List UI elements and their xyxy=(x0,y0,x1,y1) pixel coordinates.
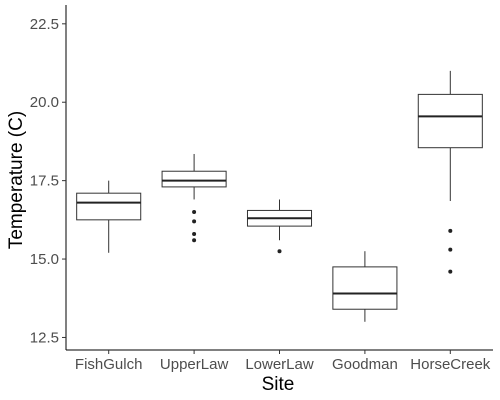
box-lowerlaw xyxy=(246,199,313,254)
x-axis-title: Site xyxy=(262,374,295,395)
x-tick-label: LowerLaw xyxy=(245,356,314,373)
box-horsecreek xyxy=(417,70,483,274)
outlier-point xyxy=(192,210,197,214)
box-goodman xyxy=(332,251,398,322)
x-tick-label: FishGulch xyxy=(75,356,143,373)
outlier-point xyxy=(192,231,197,236)
y-tick-label: 20.0 xyxy=(30,94,59,111)
outlier-point xyxy=(448,228,453,233)
box-fishgulch xyxy=(76,180,142,253)
box-iqr xyxy=(417,93,483,149)
x-tick-label: UpperLaw xyxy=(160,356,229,373)
y-tick-label: 12.5 xyxy=(30,329,59,346)
outlier-point xyxy=(277,249,282,254)
y-tick-label: 22.5 xyxy=(30,16,59,33)
x-tick-label: HorseCreek xyxy=(410,356,491,373)
y-tick-label: 17.5 xyxy=(30,173,59,190)
outlier-point xyxy=(192,238,197,243)
y-axis: 12.5 15.0 17.5 20.0 22.5 xyxy=(30,5,67,350)
box-iqr xyxy=(332,266,398,310)
outlier-point xyxy=(192,219,197,224)
x-tick-label: Goodman xyxy=(332,356,398,373)
box-upperlaw xyxy=(161,153,227,243)
y-axis-title: Temperature (C) xyxy=(6,111,27,249)
x-axis: FishGulch UpperLaw LowerLaw Goodman HorseCre… xyxy=(66,349,493,373)
y-tick-label: 15.0 xyxy=(30,251,59,268)
outlier-point xyxy=(448,269,453,274)
outlier-point xyxy=(448,247,453,252)
box-iqr xyxy=(76,192,142,221)
box-iqr xyxy=(161,170,227,188)
plot-area xyxy=(76,70,483,322)
